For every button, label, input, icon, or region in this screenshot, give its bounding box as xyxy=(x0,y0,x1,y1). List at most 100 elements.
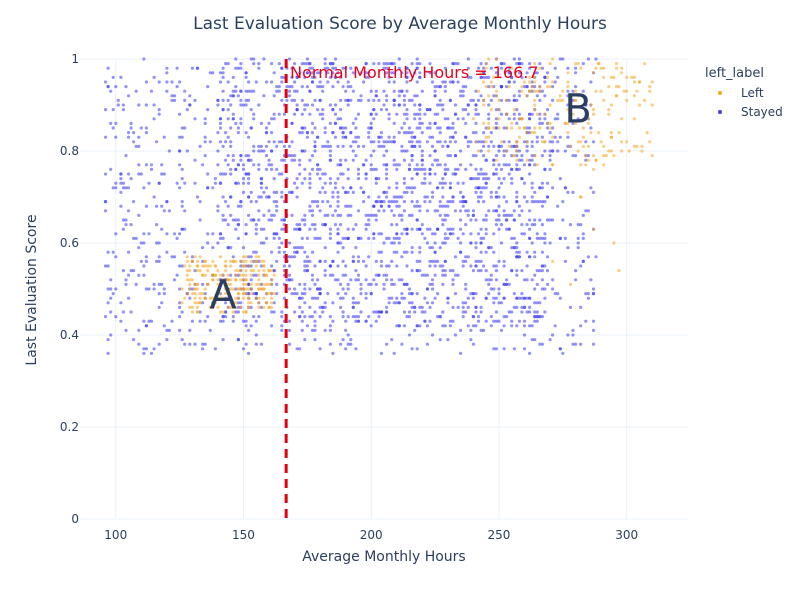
point-stayed xyxy=(430,259,435,263)
point-stayed xyxy=(528,351,532,355)
point-stayed xyxy=(221,213,225,217)
point-stayed xyxy=(321,186,325,190)
point-stayed xyxy=(341,135,345,139)
point-stayed xyxy=(175,273,179,277)
point-stayed xyxy=(323,269,327,273)
point-stayed xyxy=(525,310,529,314)
point-stayed xyxy=(257,167,261,171)
point-left xyxy=(208,264,212,268)
point-stayed xyxy=(106,250,110,254)
point-stayed xyxy=(487,246,491,250)
point-stayed xyxy=(259,149,263,153)
point-stayed xyxy=(379,264,383,268)
point-stayed xyxy=(300,236,304,240)
point-stayed xyxy=(443,167,447,171)
point-stayed xyxy=(461,89,465,93)
point-stayed xyxy=(497,319,501,323)
point-stayed xyxy=(142,264,146,268)
point-stayed xyxy=(252,250,256,254)
point-stayed xyxy=(137,328,141,332)
point-stayed xyxy=(428,282,432,286)
point-stayed xyxy=(561,57,565,61)
point-left xyxy=(241,282,246,286)
point-stayed xyxy=(407,287,412,291)
point-stayed xyxy=(415,66,419,70)
point-stayed xyxy=(517,250,522,254)
point-stayed xyxy=(364,75,368,79)
point-stayed xyxy=(321,108,325,112)
point-stayed xyxy=(354,246,358,250)
point-left xyxy=(574,62,578,66)
point-stayed xyxy=(339,241,343,245)
point-left xyxy=(497,126,501,130)
point-stayed xyxy=(482,218,486,222)
point-stayed xyxy=(438,213,442,217)
point-stayed xyxy=(333,278,338,282)
point-left xyxy=(264,273,269,277)
point-stayed xyxy=(520,296,524,300)
point-stayed xyxy=(331,273,335,277)
point-stayed xyxy=(392,98,396,102)
point-left xyxy=(602,154,606,158)
point-stayed xyxy=(430,232,435,236)
point-stayed xyxy=(418,144,422,148)
point-stayed xyxy=(249,200,253,204)
point-stayed xyxy=(441,269,445,273)
point-stayed xyxy=(402,131,406,135)
point-stayed xyxy=(443,232,447,236)
point-stayed xyxy=(328,154,332,158)
point-stayed xyxy=(257,315,261,319)
point-left xyxy=(218,292,223,296)
point-stayed xyxy=(551,149,555,153)
point-stayed xyxy=(563,236,568,240)
point-stayed xyxy=(293,246,297,250)
point-stayed xyxy=(293,98,297,102)
point-stayed xyxy=(466,209,470,213)
legend-item-left[interactable]: Left xyxy=(718,86,764,100)
point-left xyxy=(548,126,552,130)
point-stayed xyxy=(533,223,537,227)
legend-item-stayed[interactable]: Stayed xyxy=(718,105,783,119)
point-stayed xyxy=(589,186,593,190)
point-stayed xyxy=(533,301,537,305)
point-stayed xyxy=(305,269,309,273)
point-left xyxy=(226,296,230,300)
point-stayed xyxy=(293,154,297,158)
point-stayed xyxy=(533,85,537,89)
legend[interactable]: left_label Left Stayed xyxy=(705,66,783,119)
point-stayed xyxy=(379,144,383,148)
x-tick-label: 200 xyxy=(360,528,383,542)
point-left xyxy=(183,264,187,268)
point-stayed xyxy=(502,209,506,213)
point-stayed xyxy=(443,204,447,208)
point-stayed xyxy=(469,264,473,268)
point-stayed xyxy=(137,144,141,148)
point-stayed xyxy=(351,190,355,194)
point-stayed xyxy=(326,71,330,75)
point-stayed xyxy=(344,66,348,70)
point-left xyxy=(229,264,233,268)
point-left xyxy=(247,305,251,309)
point-stayed xyxy=(492,301,496,305)
point-stayed xyxy=(474,108,478,112)
point-stayed xyxy=(295,75,299,79)
point-stayed xyxy=(415,292,419,296)
point-left xyxy=(259,259,263,263)
point-stayed xyxy=(134,282,138,286)
point-stayed xyxy=(418,140,422,144)
point-stayed xyxy=(423,181,427,185)
point-stayed xyxy=(545,282,550,286)
point-left xyxy=(505,112,509,116)
point-stayed xyxy=(160,282,164,286)
point-left xyxy=(262,287,266,291)
point-stayed xyxy=(257,195,261,199)
point-stayed xyxy=(410,190,414,194)
point-stayed xyxy=(415,227,419,231)
point-stayed xyxy=(224,315,228,319)
point-stayed xyxy=(234,218,238,222)
point-stayed xyxy=(374,112,378,116)
point-stayed xyxy=(198,319,202,323)
point-stayed xyxy=(241,177,246,181)
point-stayed xyxy=(362,144,366,148)
